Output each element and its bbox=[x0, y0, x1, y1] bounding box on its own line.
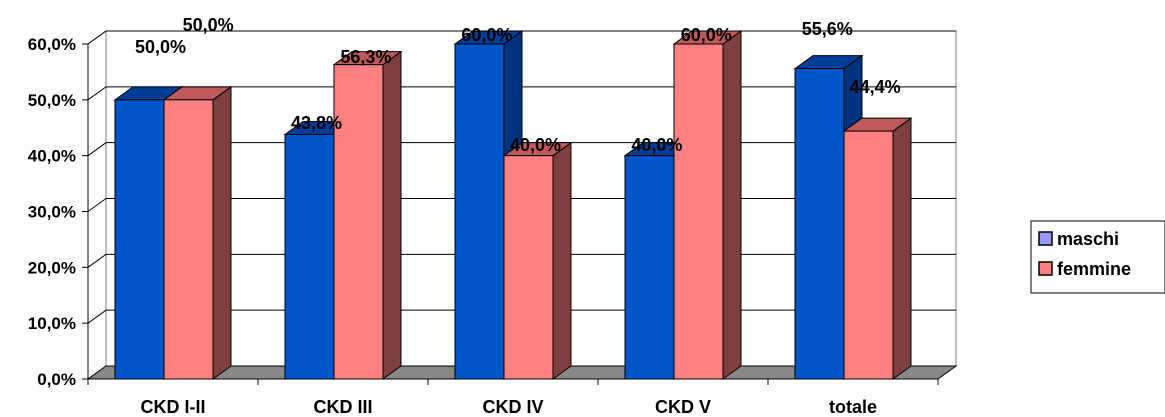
bar-femmine bbox=[672, 30, 743, 380]
legend-label: maschi bbox=[1057, 229, 1119, 249]
data-label: 40,0% bbox=[631, 135, 682, 155]
data-label: 43,8% bbox=[291, 113, 342, 133]
bar-front bbox=[843, 130, 894, 380]
bar-front bbox=[284, 133, 335, 380]
y-tick-label: 50,0% bbox=[28, 91, 76, 110]
bar-front bbox=[673, 43, 724, 380]
x-tick-label: totale bbox=[829, 397, 877, 417]
x-tick-label: CKD V bbox=[655, 397, 711, 417]
data-label: 44,4% bbox=[850, 77, 901, 97]
bar-side bbox=[722, 30, 742, 380]
bar-front bbox=[114, 99, 165, 380]
bar-side bbox=[552, 141, 572, 380]
legend-box bbox=[1030, 220, 1165, 294]
y-tick-label: 40,0% bbox=[28, 147, 76, 166]
gridline bbox=[87, 30, 956, 45]
legend-swatch bbox=[1038, 231, 1053, 246]
x-tick-label: CKD III bbox=[313, 397, 372, 417]
y-tick-label: 30,0% bbox=[28, 203, 76, 222]
data-labels: 50,0%50,0% 43,8% 56,3% 60,0% 40,0% 40,0% 60,0%… bbox=[135, 15, 901, 155]
bar-front bbox=[624, 155, 675, 380]
x-axis: CKD I-II CKD III CKD IV CKD V totale bbox=[87, 379, 939, 417]
bar-femmine bbox=[332, 50, 403, 380]
data-label: 50,0% bbox=[183, 15, 234, 35]
data-label: 60,0% bbox=[681, 25, 732, 45]
bar-side bbox=[212, 85, 232, 380]
x-tick-label: CKD IV bbox=[482, 397, 543, 417]
x-tick-label: CKD I-II bbox=[141, 397, 206, 417]
data-label: 56,3% bbox=[340, 47, 391, 67]
bar-front bbox=[454, 43, 505, 380]
y-tick-label: 10,0% bbox=[28, 314, 76, 333]
bar-femmine bbox=[502, 141, 573, 380]
bar-femmine bbox=[842, 117, 913, 380]
y-axis-ticks: 0,0% 10,0% 20,0% 30,0% 40,0% 50,0% 60,0% bbox=[28, 35, 88, 389]
data-label: 50,0% bbox=[135, 37, 186, 57]
legend-swatch bbox=[1038, 261, 1053, 276]
data-label: 60,0% bbox=[461, 25, 512, 45]
y-tick-label: 0,0% bbox=[37, 370, 76, 389]
bar-side bbox=[382, 50, 402, 380]
data-label: 40,0% bbox=[510, 135, 561, 155]
legend-label: femmine bbox=[1057, 259, 1131, 279]
bar-femmine bbox=[162, 85, 233, 380]
bar-front bbox=[503, 155, 554, 380]
data-label: 55,6% bbox=[802, 19, 853, 39]
legend: maschi femmine bbox=[1030, 220, 1165, 294]
y-tick-label: 20,0% bbox=[28, 258, 76, 277]
bars bbox=[113, 30, 913, 380]
bar-front bbox=[794, 68, 845, 380]
bar-front bbox=[333, 64, 384, 380]
gridline bbox=[87, 86, 956, 101]
bar-front bbox=[163, 99, 214, 380]
y-tick-label: 60,0% bbox=[28, 35, 76, 54]
bar-side bbox=[892, 117, 912, 380]
